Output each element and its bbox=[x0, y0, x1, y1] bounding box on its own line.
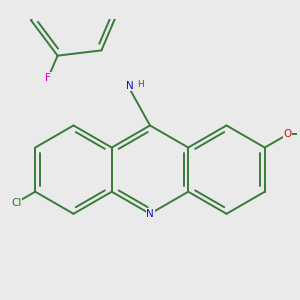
Text: H: H bbox=[137, 80, 144, 89]
Text: N: N bbox=[126, 81, 134, 91]
Text: F: F bbox=[45, 73, 51, 83]
Text: O: O bbox=[284, 129, 292, 139]
Text: N: N bbox=[146, 209, 154, 219]
Text: Cl: Cl bbox=[11, 198, 21, 208]
